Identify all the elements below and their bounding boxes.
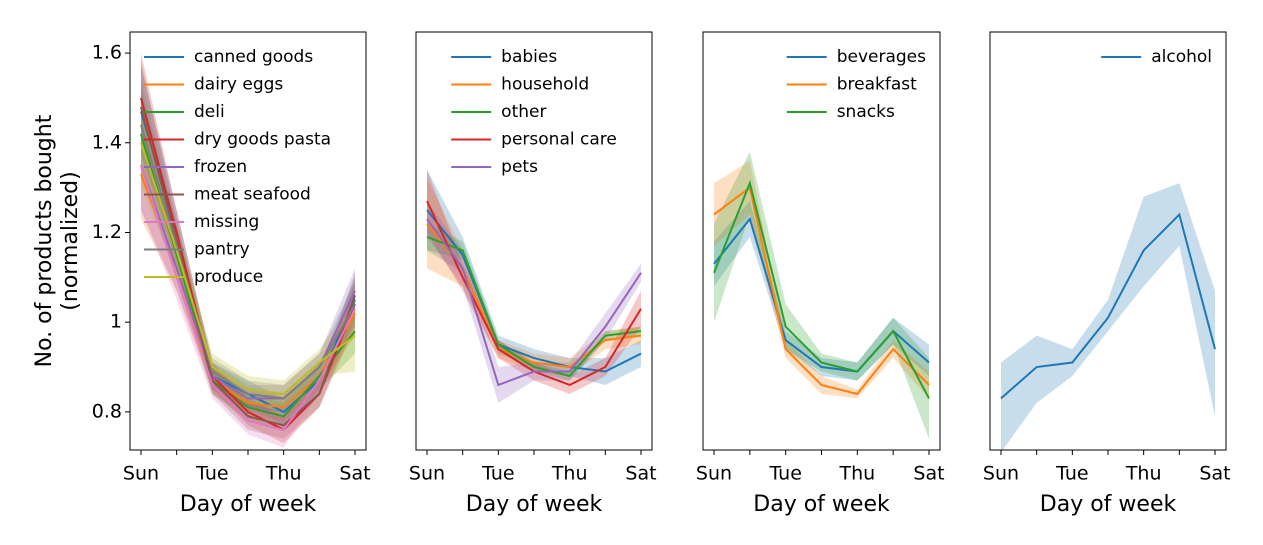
legend-label: household <box>501 75 589 95</box>
confidence-band <box>714 160 929 399</box>
legend-label: canned goods <box>194 47 313 67</box>
line <box>426 236 642 378</box>
legend-label: pets <box>501 157 538 177</box>
x-tick-label: Thu <box>265 463 302 485</box>
legend: alcohol <box>1101 47 1212 67</box>
y-tick-label: 1.2 <box>92 221 122 243</box>
x-tick-label: Sat <box>1199 463 1230 485</box>
x-tick-label: Sat <box>339 463 370 485</box>
x-tick-label: Tue <box>768 463 801 485</box>
x-tick-label: Sat <box>913 463 944 485</box>
confidence-band <box>427 223 641 381</box>
confidence-band <box>141 120 355 412</box>
confidence-band <box>427 169 641 394</box>
legend-label: personal care <box>501 130 617 150</box>
x-axis-label: Day of week <box>466 492 603 517</box>
confidence-band <box>141 120 355 448</box>
y-tick-label: 0.8 <box>92 400 122 422</box>
legend-label: alcohol <box>1151 47 1212 67</box>
x-tick-label: Sun <box>123 463 159 485</box>
y-tick-label: 1.4 <box>92 131 122 153</box>
confidence-band <box>714 151 929 439</box>
legend-label: other <box>501 102 546 122</box>
x-axis-label: Day of week <box>1040 492 1177 517</box>
legend-label: frozen <box>194 157 247 177</box>
legend: babies household other personal care pets <box>451 47 617 177</box>
confidence-band <box>141 53 355 444</box>
line <box>140 106 356 427</box>
x-tick-label: Tue <box>195 463 228 485</box>
x-tick-label: Sat <box>625 463 656 485</box>
legend-label: deli <box>194 102 225 122</box>
plot-frame <box>415 31 653 451</box>
plot-frame <box>129 31 367 451</box>
legend: canned goods dairy eggs deli dry goods past… <box>144 47 331 287</box>
y-axis-label-line: (normalized) <box>58 171 83 310</box>
y-tick-label: 1 <box>110 311 122 333</box>
line <box>713 179 930 399</box>
legend-label: dairy eggs <box>194 75 283 95</box>
line <box>426 218 642 387</box>
x-tick-label: Tue <box>1055 463 1088 485</box>
x-tick-label: Thu <box>838 463 875 485</box>
line <box>1000 212 1216 400</box>
line <box>140 124 356 400</box>
legend-label: missing <box>194 212 259 232</box>
line <box>140 133 356 418</box>
x-tick-label: Thu <box>551 463 588 485</box>
legend-label: snacks <box>837 102 895 122</box>
x-axis-label: Day of week <box>180 492 317 517</box>
confidence-band <box>141 66 355 426</box>
x-tick-label: Sun <box>983 463 1019 485</box>
y-axis-label: No. of products bought(normalized) <box>32 114 83 367</box>
legend-label: dry goods pasta <box>194 130 331 150</box>
line <box>713 185 930 396</box>
legend-label: babies <box>501 47 557 67</box>
x-tick-label: Tue <box>481 463 514 485</box>
x-tick-label: Sun <box>696 463 732 485</box>
y-axis-label-line: No. of products bought <box>32 114 57 367</box>
confidence-band <box>427 178 641 376</box>
plot-frame <box>702 31 941 451</box>
legend-label: breakfast <box>837 75 917 95</box>
legend-label: pantry <box>194 240 250 260</box>
legend: beverages breakfast snacks <box>786 47 926 122</box>
x-tick-label: Thu <box>1125 463 1162 485</box>
plot-frame <box>989 31 1227 451</box>
y-tick-label: 1.6 <box>92 42 122 64</box>
legend-label: beverages <box>837 47 926 67</box>
x-tick-label: Sun <box>409 463 445 485</box>
x-axis-label: Day of week <box>753 492 890 517</box>
legend-label: produce <box>194 267 263 287</box>
legend-label: meat seafood <box>194 185 311 205</box>
line <box>426 209 642 373</box>
